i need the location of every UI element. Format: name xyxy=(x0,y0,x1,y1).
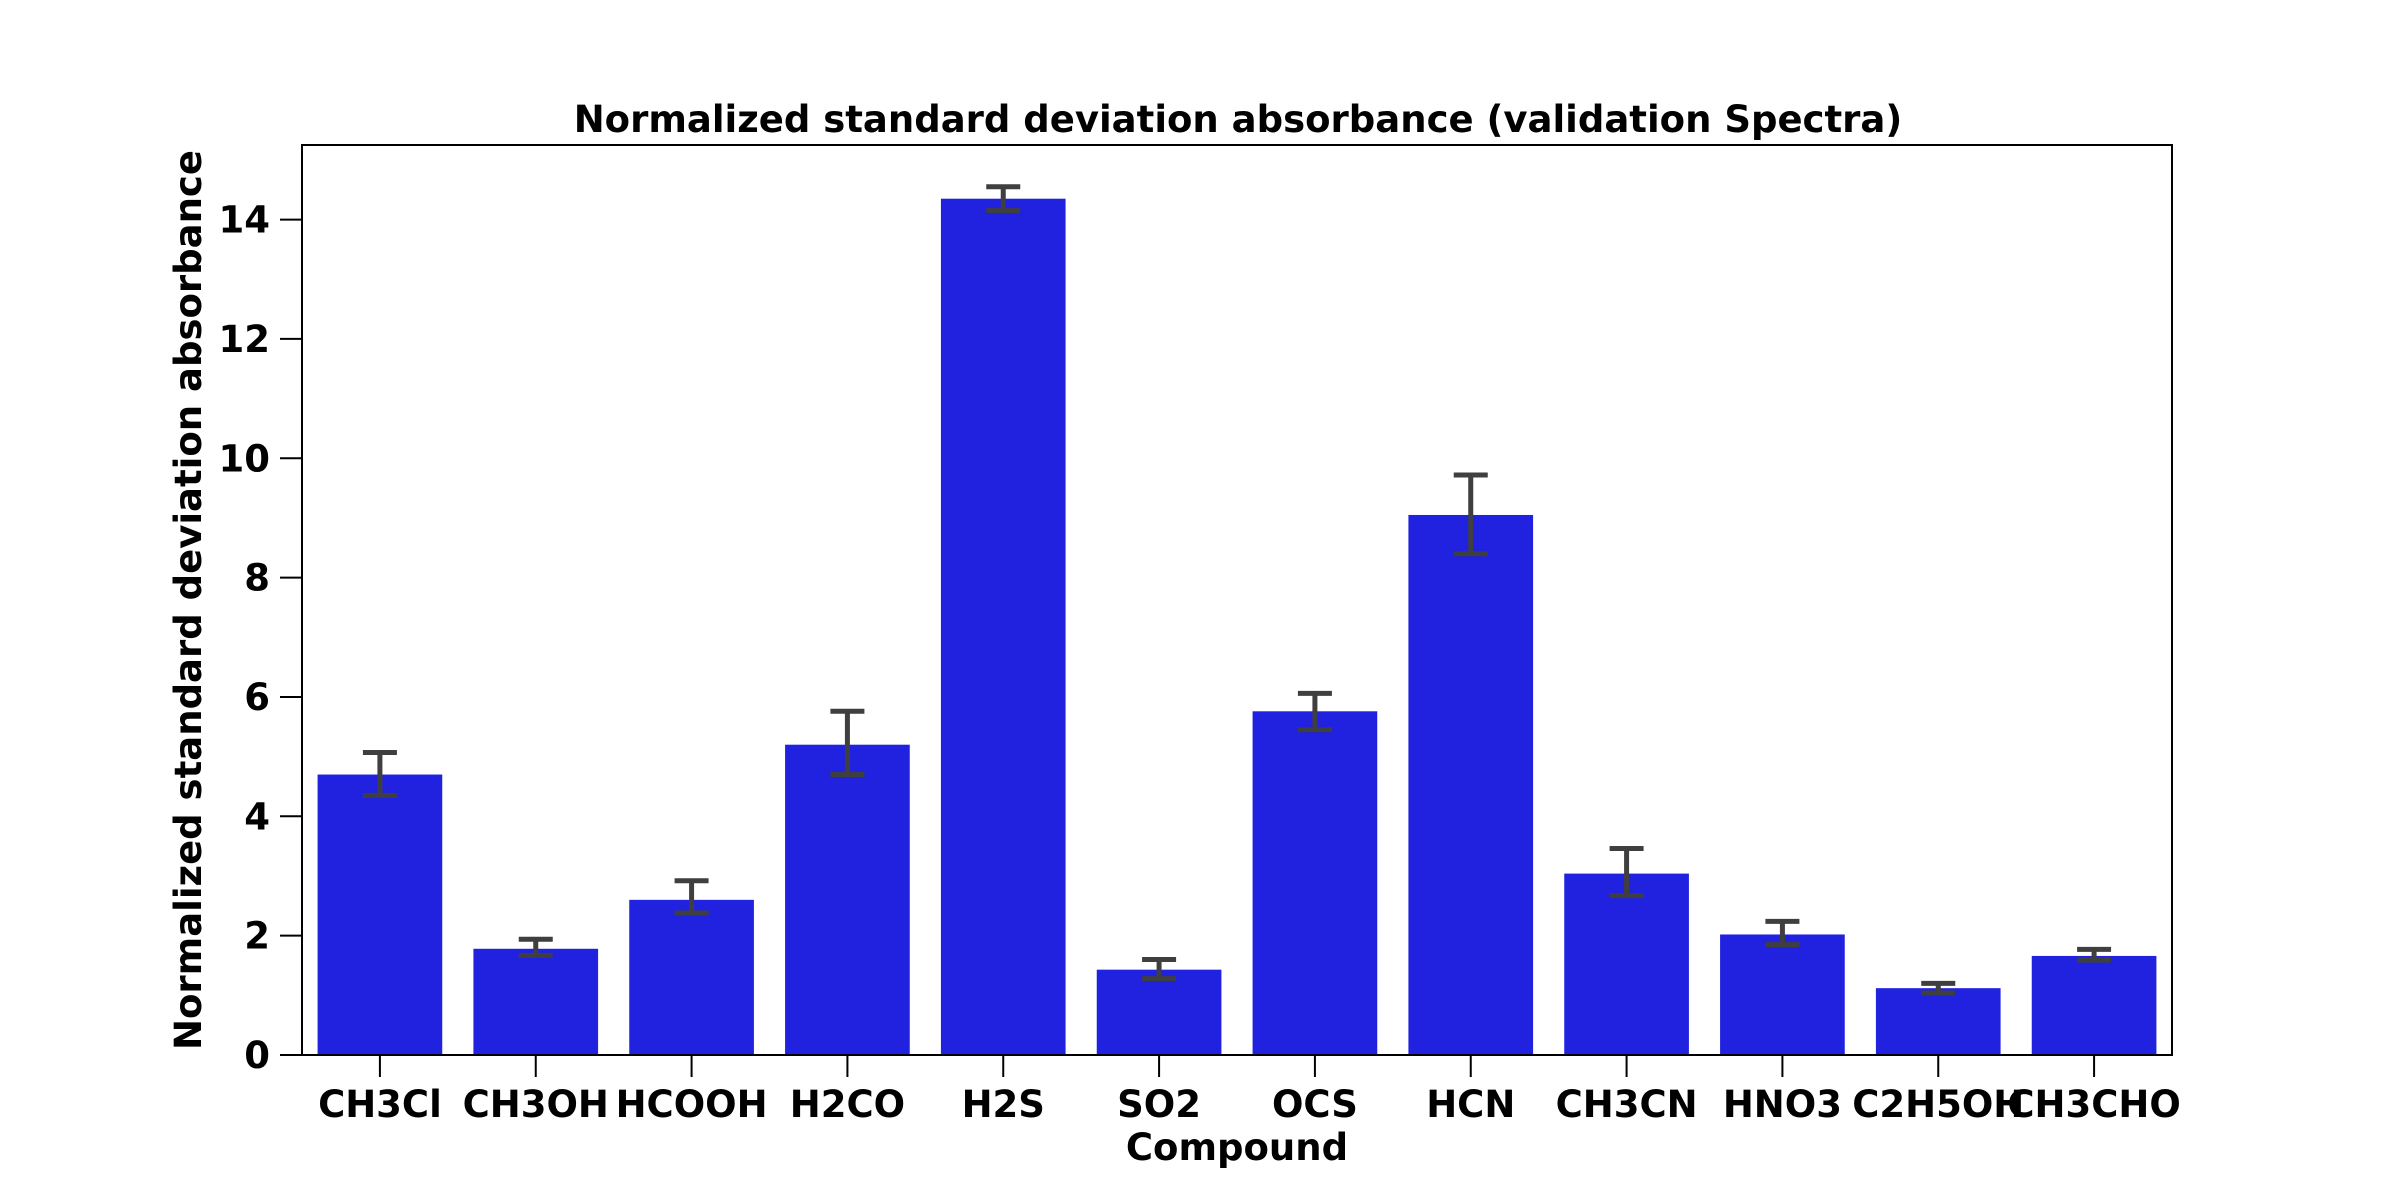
x-tick-label: C2H5OH xyxy=(1852,1083,2024,1126)
error-bar-C2H5OH xyxy=(1921,980,1956,996)
chart-title: Normalized standard deviation absorbance… xyxy=(574,98,1903,141)
error-bar-CH3CHO xyxy=(2077,946,2112,963)
y-tick-label: 0 xyxy=(244,1034,270,1077)
bar-C2H5OH xyxy=(1875,988,2001,1055)
x-tick-label: H2CO xyxy=(790,1083,905,1126)
error-bar-SO2 xyxy=(1142,957,1177,982)
y-tick-label: 4 xyxy=(244,795,270,838)
error-bars-layer xyxy=(362,184,2112,996)
error-bar-OCS xyxy=(1297,690,1332,733)
x-tick-label: OCS xyxy=(1272,1083,1358,1126)
x-tick-label: HCOOH xyxy=(616,1083,768,1126)
x-axis: CH3Cl CH3OH HCOOH H2CO H2S SO2 OCS HCN CH3CN HNO3… xyxy=(318,1055,2181,1126)
error-bar-HCN xyxy=(1453,472,1488,557)
x-tick-label: CH3Cl xyxy=(318,1083,442,1126)
bar-CH3CHO xyxy=(2031,955,2157,1055)
x-tick-label: SO2 xyxy=(1117,1083,1201,1126)
bar-HNO3 xyxy=(1720,934,1845,1055)
bar-SO2 xyxy=(1096,969,1222,1055)
bar-CH3CN xyxy=(1564,873,1689,1055)
y-tick-label: 10 xyxy=(219,437,271,480)
y-tick-label: 6 xyxy=(244,676,270,719)
bar-CH3OH xyxy=(473,948,599,1055)
error-bar-H2CO xyxy=(830,708,865,778)
bar-HCOOH xyxy=(629,899,754,1055)
x-tick-label: HNO3 xyxy=(1723,1083,1842,1126)
y-tick-label: 8 xyxy=(244,557,270,600)
x-tick-label: CH3CN xyxy=(1556,1083,1698,1126)
bar-HCN xyxy=(1408,514,1534,1055)
bar-H2CO xyxy=(785,744,910,1055)
x-tick-label: CH3OH xyxy=(463,1083,609,1126)
bar-CH3Cl xyxy=(317,774,443,1055)
x-axis-label: Compound xyxy=(1126,1126,1348,1169)
y-tick-label: 14 xyxy=(219,199,271,242)
y-axis: 0 2 4 6 8 10 12 14 xyxy=(219,199,302,1077)
plot-frame xyxy=(301,144,2173,1056)
error-bar-CH3OH xyxy=(518,936,553,958)
error-bar-CH3Cl xyxy=(362,749,397,798)
x-tick-label: CH3CHO xyxy=(2007,1083,2180,1126)
bars-layer xyxy=(317,198,2157,1055)
bar-OCS xyxy=(1252,711,1378,1055)
bar-H2S xyxy=(940,198,1066,1055)
error-bar-H2S xyxy=(986,184,1021,214)
error-bar-HNO3 xyxy=(1765,918,1800,948)
x-tick-label: HCN xyxy=(1426,1083,1515,1126)
error-bar-CH3CN xyxy=(1609,846,1644,899)
error-bar-HCOOH xyxy=(674,878,709,916)
y-axis-label: Normalized standard deviation absorbance xyxy=(167,150,210,1050)
y-tick-label: 12 xyxy=(219,318,271,361)
y-tick-label: 2 xyxy=(244,915,270,958)
x-tick-label: H2S xyxy=(962,1083,1045,1126)
